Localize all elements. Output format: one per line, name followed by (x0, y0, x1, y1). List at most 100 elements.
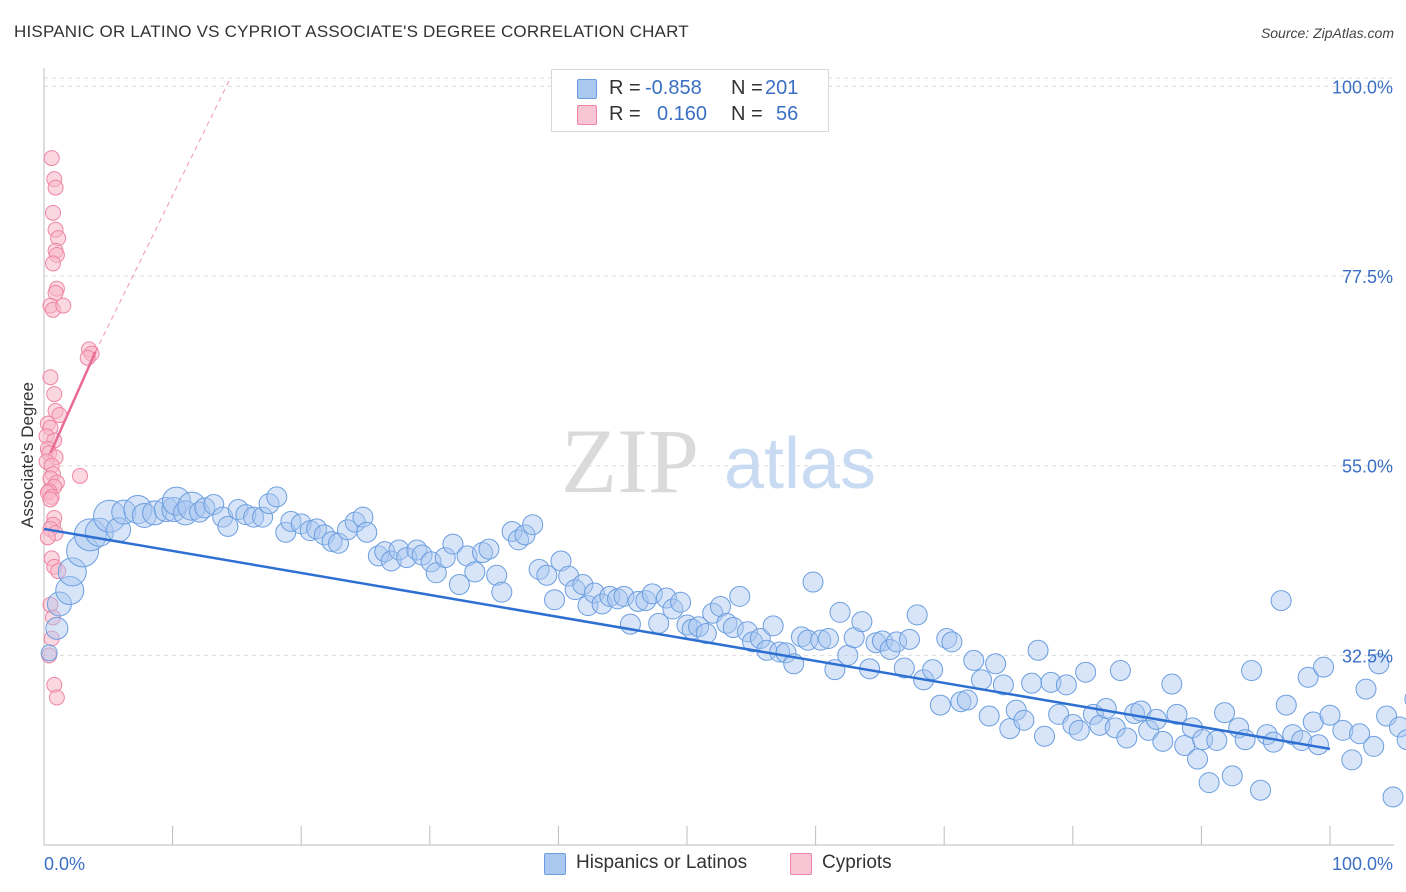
legend-n-label: N = (731, 77, 763, 99)
legend-n-value: 56 (776, 103, 799, 125)
hispanic-point (1055, 674, 1077, 696)
cypriot-point (43, 150, 60, 167)
hispanic-point (762, 615, 784, 637)
hispanic-point (985, 653, 1007, 675)
hispanic-point (635, 590, 657, 612)
hispanic-point (1297, 666, 1319, 688)
hispanic-point (922, 659, 944, 681)
hispanic-point (491, 581, 513, 603)
hispanic-point (1363, 735, 1385, 757)
hispanic-point (434, 547, 456, 569)
hispanic-point (1152, 730, 1174, 752)
source-label: Source: ZipAtlas.com (1260, 25, 1394, 41)
hispanic-point (420, 551, 442, 573)
hispanic-point (217, 515, 239, 537)
hispanic-point (1241, 660, 1263, 682)
hispanic-point (1166, 703, 1188, 725)
hispanic-point (865, 632, 887, 654)
hispanic-point (898, 628, 920, 650)
correlation-legend: R = -0.858 N = 201 R = 0.160 N = 56 (551, 69, 829, 132)
hispanic-point (1388, 716, 1406, 738)
hispanic-point (950, 691, 972, 713)
watermark-atlas: atlas (724, 424, 876, 504)
hispanic-point (1214, 702, 1236, 724)
hispanic-point (797, 629, 819, 651)
x-tick-label: 0.0% (44, 854, 85, 874)
cypriot-point (42, 491, 59, 508)
hispanic-point (501, 520, 523, 542)
legend-r-value: -0.858 (645, 77, 702, 99)
hispanic-point (1313, 656, 1335, 678)
hispanic-point (40, 644, 58, 662)
hispanic-point (1275, 694, 1297, 716)
hispanic-point (716, 612, 738, 634)
hispanic-point (321, 531, 343, 553)
hispanic-point (472, 542, 494, 564)
hispanic-point (655, 587, 677, 609)
hispanic-point (817, 628, 839, 649)
hispanic-point (992, 674, 1014, 696)
cypriot-point (46, 386, 63, 403)
chart-title: HISPANIC OR LATINO VS CYPRIOT ASSOCIATE'… (14, 22, 689, 41)
axes (43, 68, 1394, 846)
hispanic-point (1198, 772, 1220, 794)
hispanic-point (522, 514, 544, 536)
hispanic-point (1062, 713, 1084, 735)
hispanic-point (1034, 725, 1056, 747)
cypriot-point (48, 689, 65, 706)
hispanic-point (1332, 719, 1354, 741)
hispanics-points (40, 486, 1406, 808)
hispanic-point (448, 574, 470, 596)
bottom-legend-label-cypriots: Cypriots (822, 852, 892, 873)
cypriots-points (38, 150, 100, 706)
y-tick-label: 100.0% (1332, 77, 1393, 97)
bottom-legend-swatch-hispanics (544, 853, 566, 875)
hispanic-point (252, 506, 274, 528)
hispanic-point (356, 521, 378, 543)
hispanic-point (1270, 590, 1292, 612)
hispanic-point (57, 557, 87, 587)
hispanic-point (536, 564, 558, 586)
y-tick-label: 32.5% (1342, 646, 1393, 666)
hispanic-point (886, 631, 908, 653)
y-tick-label: 77.5% (1342, 267, 1393, 287)
hispanic-point (1396, 729, 1406, 751)
hispanic-point (131, 502, 157, 528)
hispanic-point (1089, 714, 1111, 736)
hispanic-point (280, 510, 302, 532)
cypriot-point (47, 179, 64, 196)
hispanic-point (802, 571, 824, 593)
hispanic-point (829, 601, 851, 623)
x-tick-label: 100.0% (1332, 854, 1393, 874)
legend-n-value: 201 (765, 77, 799, 99)
cypriot-point (45, 609, 62, 626)
hispanic-point (613, 585, 635, 607)
hispanic-point (1382, 786, 1404, 808)
legend-r-value: 0.160 (657, 103, 708, 125)
legend-r-label: R = (609, 77, 641, 99)
hispanic-point (123, 495, 153, 525)
tick-labels: 100.0% 77.5% 55.0% 32.5% 0.0% 100.0% (44, 77, 1393, 874)
hispanic-point (851, 611, 873, 633)
hispanic-point (1349, 723, 1371, 745)
hispanic-point (1116, 727, 1138, 749)
hispanic-point (1355, 678, 1377, 700)
hispanic-point (572, 574, 594, 596)
hispanic-point (486, 564, 508, 586)
hispanic-point (749, 628, 771, 649)
hispanic-point (380, 550, 402, 572)
cypriot-point (45, 255, 62, 272)
watermark: ZIP atlas (561, 410, 876, 512)
hispanic-point (1021, 672, 1043, 694)
legend-swatch-cypriots (577, 105, 597, 125)
hispanic-point (670, 591, 692, 613)
y-tick-label: 55.0% (1342, 457, 1393, 477)
hispanic-point (893, 657, 915, 679)
hispanic-point (709, 595, 731, 617)
legend-r-label: R = (609, 103, 641, 125)
hispanic-point (388, 539, 410, 561)
hispanic-point (941, 631, 963, 653)
hispanic-point (1319, 704, 1341, 726)
hispanic-point (970, 669, 992, 691)
hispanic-point (235, 504, 257, 526)
